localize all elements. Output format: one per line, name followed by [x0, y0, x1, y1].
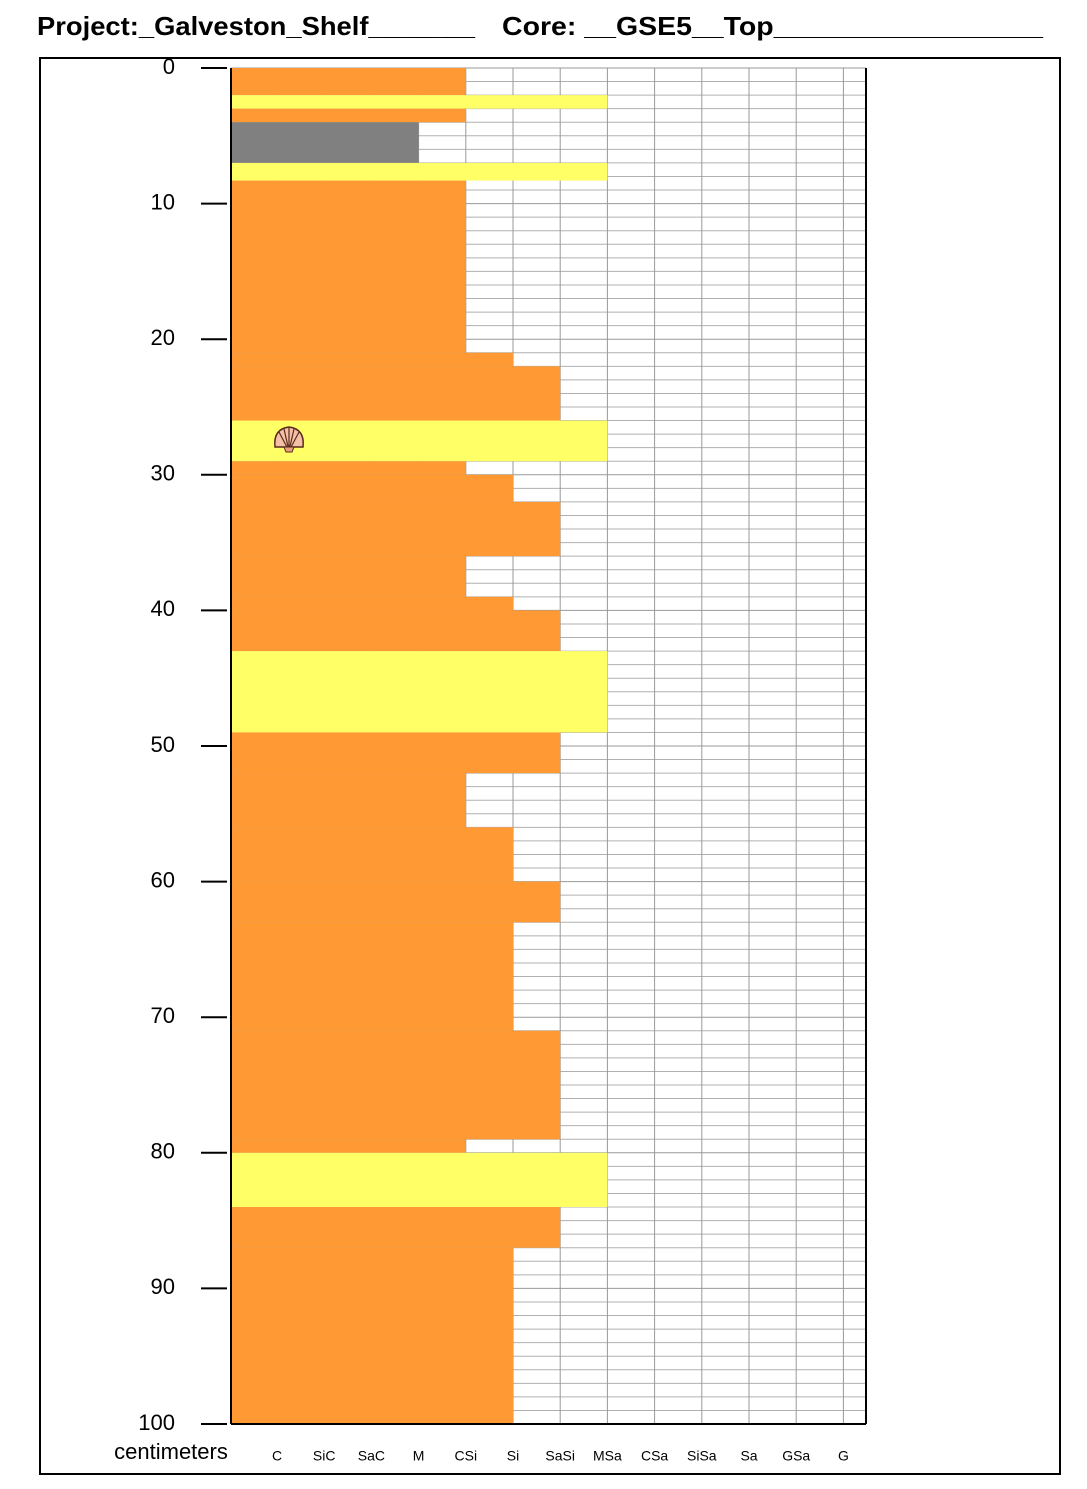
layer-bar — [231, 95, 608, 109]
y-tick-label: 90 — [151, 1274, 175, 1299]
x-tick-label: CSi — [455, 1448, 478, 1464]
layer-bar — [231, 1207, 561, 1248]
layer-bar — [231, 122, 419, 163]
x-tick-label: GSa — [782, 1448, 810, 1464]
layer-bar — [231, 881, 561, 923]
x-tick-label: C — [272, 1448, 282, 1464]
layer-bar — [231, 1139, 466, 1153]
layer-bar — [231, 68, 466, 96]
layer-bar — [231, 732, 561, 774]
layer-bar — [231, 352, 513, 367]
y-tick-label: 80 — [151, 1139, 175, 1164]
x-tick-label: Sa — [740, 1448, 757, 1464]
layer-bar — [231, 827, 513, 882]
layer-bar — [231, 1152, 608, 1208]
y-tick-label: 70 — [151, 1003, 175, 1028]
layer-bar — [231, 556, 466, 597]
y-tick-label: 60 — [151, 867, 175, 892]
x-tick-label: SiSa — [687, 1448, 717, 1464]
layer-bar — [231, 1247, 513, 1424]
x-tick-label: SiC — [313, 1448, 336, 1464]
layer-bar — [231, 596, 513, 611]
shell-icon — [274, 426, 304, 453]
y-tick-label: 10 — [151, 189, 175, 214]
x-tick-label: CSa — [641, 1448, 668, 1464]
x-tick-label: SaC — [358, 1448, 385, 1464]
layer-bar — [231, 501, 561, 557]
layer-bar — [231, 162, 608, 181]
x-tick-label: Si — [507, 1448, 519, 1464]
layer-bar — [231, 474, 513, 502]
layer-bar — [231, 461, 466, 475]
chart-title: Project:_Galveston_Shelf_______ — [37, 11, 476, 41]
x-tick-label: SaSi — [545, 1448, 575, 1464]
chart-subtitle: Core: __GSE5__Top_________________ — [502, 11, 1044, 41]
layer-bar — [231, 610, 561, 652]
layer-bar — [231, 922, 513, 1031]
x-tick-label: MSa — [593, 1448, 622, 1464]
layer-bar — [231, 773, 466, 828]
layer-bar — [231, 1030, 561, 1140]
layer-bar — [231, 651, 608, 733]
x-tick-label: G — [838, 1448, 849, 1464]
x-tick-label: M — [413, 1448, 425, 1464]
y-tick-label: 0 — [163, 54, 175, 79]
layer-bar — [231, 180, 466, 353]
y-axis-label: centimeters — [114, 1439, 228, 1464]
y-tick-label: 20 — [151, 325, 175, 350]
y-tick-label: 50 — [151, 732, 175, 757]
y-tick-label: 100 — [138, 1410, 175, 1435]
layer-bar — [231, 108, 466, 123]
y-tick-label: 30 — [151, 461, 175, 486]
frame — [39, 57, 1061, 1475]
y-tick-label: 40 — [151, 596, 175, 621]
layers — [231, 68, 608, 1424]
layer-bar — [231, 366, 561, 421]
